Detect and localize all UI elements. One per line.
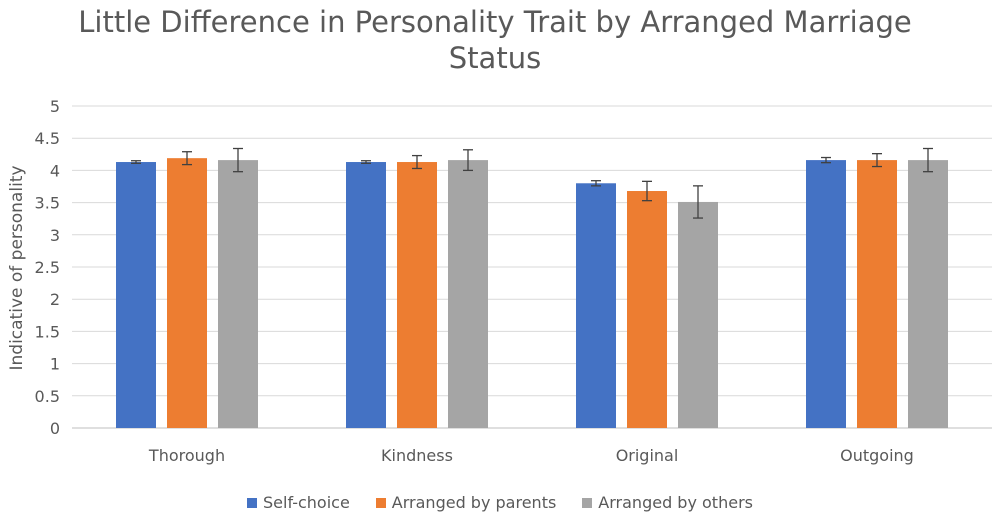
legend-item: Arranged by others xyxy=(582,493,753,512)
x-tick-label: Thorough xyxy=(148,446,225,465)
bar xyxy=(346,162,386,428)
bar xyxy=(857,160,897,428)
y-tick-label: 0.5 xyxy=(35,387,60,406)
x-axis-ticks: Thorough Kindness Original Outgoing xyxy=(148,446,914,465)
legend-swatch xyxy=(582,497,593,508)
y-tick-label: 3.5 xyxy=(35,194,60,213)
bar xyxy=(448,160,488,428)
legend-swatch xyxy=(375,497,386,508)
x-tick-label: Outgoing xyxy=(840,446,914,465)
legend-label: Self-choice xyxy=(263,493,350,512)
chart-title-line-1: Little Difference in Personality Trait b… xyxy=(78,5,912,39)
bar xyxy=(397,162,437,428)
legend-swatch xyxy=(247,497,257,508)
legend: Self-choice Arranged by parents Arranged b… xyxy=(0,493,1000,512)
x-tick-label: Original xyxy=(616,446,679,465)
bars xyxy=(116,147,948,428)
legend-item: Self-choice xyxy=(247,493,350,512)
bar xyxy=(908,160,948,428)
chart-title: Little Difference in Personality Trait b… xyxy=(0,4,990,76)
bar xyxy=(167,158,207,428)
y-axis-ticks: 0 0.5 1 1.5 2 2.5 3 3.5 4 4.5 5 xyxy=(35,97,60,438)
bar xyxy=(806,160,846,428)
y-tick-label: 1.5 xyxy=(35,322,60,341)
y-tick-label: 2.5 xyxy=(35,258,60,277)
bar xyxy=(116,162,156,428)
y-tick-label: 2 xyxy=(50,290,60,309)
legend-label: Arranged by parents xyxy=(391,493,557,512)
y-tick-label: 4 xyxy=(50,161,60,180)
y-tick-label: 0 xyxy=(50,419,60,438)
y-tick-label: 4.5 xyxy=(35,129,60,148)
gridlines xyxy=(72,105,992,429)
y-tick-label: 3 xyxy=(50,226,60,245)
bar xyxy=(678,201,718,428)
bar xyxy=(576,183,616,428)
x-tick-label: Kindness xyxy=(381,446,453,465)
y-tick-label: 5 xyxy=(50,97,60,116)
bar xyxy=(218,160,258,428)
y-tick-label: 1 xyxy=(50,355,60,374)
legend-item: Arranged by parents xyxy=(375,493,557,512)
legend-label: Arranged by others xyxy=(598,493,753,512)
chart-title-line-2: Status xyxy=(448,41,542,75)
bar xyxy=(627,191,667,428)
y-axis-label: Indicative of personality xyxy=(7,165,27,370)
